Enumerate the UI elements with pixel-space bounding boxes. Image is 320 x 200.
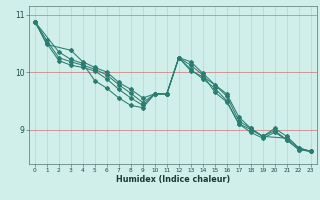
- X-axis label: Humidex (Indice chaleur): Humidex (Indice chaleur): [116, 175, 230, 184]
